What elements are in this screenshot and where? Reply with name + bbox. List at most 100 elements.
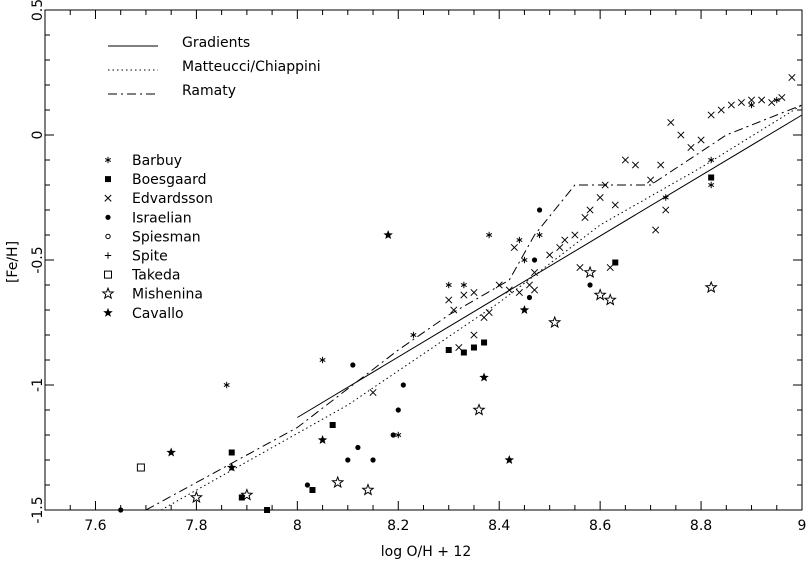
point-edvardsson: [596, 193, 604, 202]
legend-label: Takeda: [131, 268, 181, 284]
point-edvardsson: [657, 161, 665, 169]
point-israelian: [536, 207, 543, 213]
circle-shape: [587, 282, 593, 288]
asterisk-stroke: [460, 282, 467, 288]
cross-stroke: [697, 136, 705, 144]
legend-marker-barbuy: [104, 156, 112, 164]
point-barbuy: [445, 281, 452, 289]
point-edvardsson: [571, 231, 579, 239]
asterisk-stroke: [395, 432, 402, 438]
star-shape: [103, 307, 113, 317]
asterisk-stroke: [708, 182, 715, 188]
cross-stroke: [576, 263, 584, 272]
x-tick-label: 8.6: [589, 518, 611, 534]
legend-marker-boesgaard: [105, 176, 111, 183]
point-mishenina: [472, 403, 486, 416]
cross-stroke: [546, 251, 554, 259]
point-edvardsson: [737, 98, 745, 107]
x-tick-label: 9: [798, 518, 807, 534]
circle-shape: [355, 444, 361, 451]
point-israelian: [355, 444, 361, 451]
point-cavallo: [504, 455, 515, 465]
cross-stroke: [561, 236, 569, 244]
point-barbuy: [410, 331, 417, 339]
point-israelian: [118, 507, 124, 513]
asterisk-stroke: [319, 357, 326, 363]
point-cavallo: [166, 447, 176, 457]
legend-marker-mishenina: [101, 286, 115, 300]
legend-marker-spiesman: [105, 233, 111, 240]
asterisk-stroke: [708, 157, 715, 163]
cross-stroke: [621, 156, 629, 164]
point-israelian: [526, 294, 533, 301]
star-shape: [317, 435, 328, 445]
star-shape: [166, 447, 176, 457]
point-edvardsson: [470, 288, 478, 297]
star-shape: [593, 288, 607, 301]
point-cavallo: [479, 372, 489, 382]
cross-stroke: [758, 96, 766, 104]
point-edvardsson: [561, 236, 569, 244]
cross-stroke: [470, 288, 478, 297]
square-shape: [612, 259, 619, 266]
cross-stroke: [657, 161, 665, 169]
cross-stroke: [596, 193, 604, 202]
cross-stroke: [717, 106, 725, 114]
star-shape: [331, 475, 345, 489]
point-edvardsson: [601, 181, 609, 189]
x-tick-label: 8: [293, 518, 302, 534]
cross-stroke: [687, 143, 695, 152]
point-mishenina: [548, 315, 562, 329]
square-shape: [445, 347, 452, 353]
point-israelian: [390, 432, 396, 438]
legend-marker-edvardsson: [104, 194, 112, 202]
point-mishenina: [603, 293, 617, 306]
point-edvardsson: [647, 176, 655, 184]
cross-stroke: [677, 131, 685, 139]
x-tick-label: 7.6: [84, 518, 106, 534]
asterisk-stroke: [445, 282, 452, 288]
star-shape: [479, 372, 489, 382]
point-barbuy: [223, 381, 230, 389]
point-edvardsson: [495, 281, 503, 289]
cross-stroke: [737, 98, 745, 107]
cross-stroke: [495, 281, 503, 289]
point-takeda: [136, 463, 145, 472]
asterisk-stroke: [410, 332, 417, 338]
cross-stroke: [707, 111, 715, 119]
cross-stroke: [581, 213, 589, 222]
point-cavallo: [226, 462, 237, 472]
point-edvardsson: [556, 243, 564, 252]
cross-stroke: [601, 181, 609, 189]
point-edvardsson: [788, 73, 796, 82]
asterisk-stroke: [773, 97, 780, 103]
point-edvardsson: [485, 308, 493, 317]
point-boesgaard: [708, 174, 715, 181]
point-barbuy: [486, 231, 493, 239]
circle-shape: [105, 233, 111, 240]
star-shape: [189, 490, 203, 504]
point-boesgaard: [612, 259, 619, 266]
cross-stroke: [556, 243, 564, 252]
cross-stroke: [652, 226, 660, 234]
cross-stroke: [611, 201, 619, 209]
asterisk-stroke: [223, 382, 230, 388]
x-tick-label: 8.8: [690, 518, 712, 534]
y-tick-label: 0: [30, 131, 46, 140]
star-shape: [383, 230, 393, 240]
star-shape: [240, 488, 254, 501]
legend-label: Edvardsson: [132, 191, 213, 207]
point-barbuy: [319, 356, 326, 364]
star-shape: [472, 403, 486, 416]
legend-label: Mishenina: [132, 287, 203, 303]
legend-label: Cavallo: [132, 306, 184, 322]
circle-shape: [350, 362, 356, 368]
cross-stroke: [530, 268, 539, 277]
square-shape: [104, 270, 112, 279]
point-edvardsson: [581, 213, 589, 222]
star-shape: [704, 280, 718, 294]
circle-shape: [304, 482, 311, 488]
data-points: [118, 73, 796, 513]
cross-stroke: [485, 308, 493, 317]
point-edvardsson: [510, 243, 518, 252]
